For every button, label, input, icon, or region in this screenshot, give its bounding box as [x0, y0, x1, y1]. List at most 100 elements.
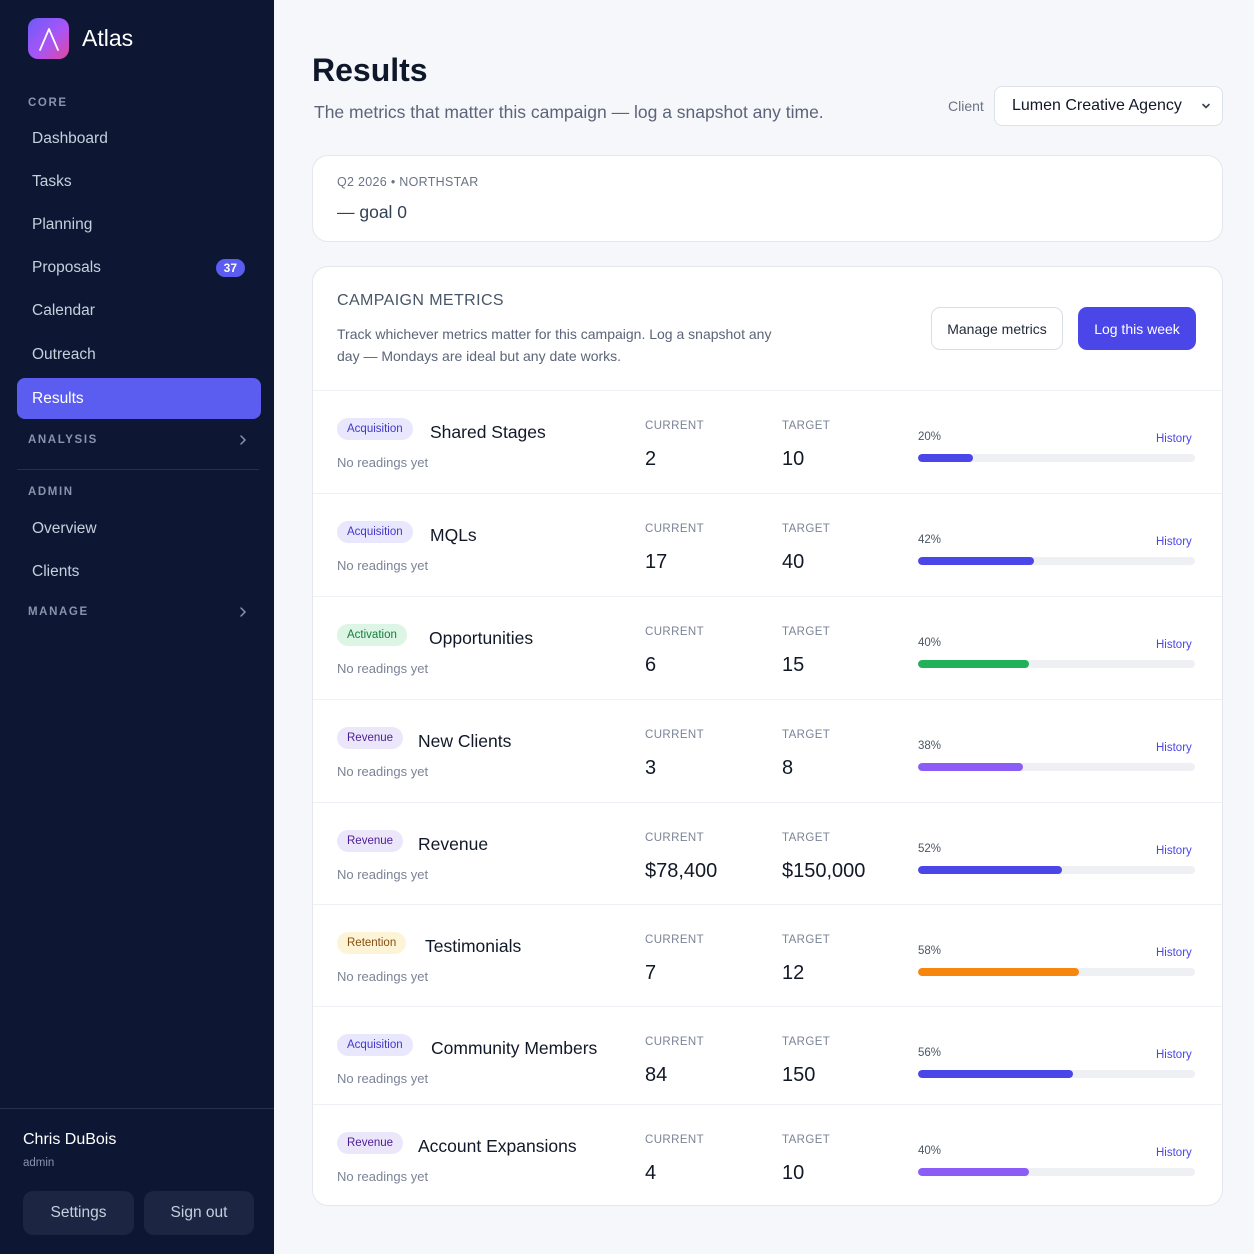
- metric-progress-fill: [918, 557, 1035, 565]
- metric-progress-track: [918, 866, 1195, 874]
- nav-label: Tasks: [32, 172, 72, 190]
- metric-readings-status: No readings yet: [337, 867, 429, 882]
- metric-target-value: 10: [782, 1162, 805, 1184]
- metric-category-tag: Activation: [337, 624, 407, 646]
- target-label: TARGET: [782, 1134, 831, 1146]
- metric-progress-percent: 38%: [918, 740, 942, 752]
- metric-target-value: 10: [782, 448, 805, 470]
- metric-progress-percent: 40%: [918, 1145, 942, 1157]
- brand[interactable]: Atlas: [28, 18, 133, 59]
- settings-button[interactable]: Settings: [23, 1191, 134, 1235]
- metric-current-value: 4: [645, 1162, 657, 1184]
- current-label: CURRENT: [645, 729, 705, 741]
- metric-current-value: 3: [645, 757, 657, 779]
- metric-progress-percent: 42%: [918, 534, 942, 546]
- chevron-right-icon: [240, 435, 247, 445]
- atlas-logo-icon: [28, 18, 69, 59]
- page-subtitle: The metrics that matter this campaign — …: [314, 102, 824, 122]
- metric-row: Acquisition Shared Stages No readings yet C…: [313, 390, 1222, 493]
- metric-name: Testimonials: [425, 936, 522, 956]
- metric-history-link[interactable]: History: [1156, 536, 1192, 548]
- campaign-metrics-description: Track whichever metrics matter for this …: [337, 326, 772, 364]
- metric-category-tag: Revenue: [337, 1132, 404, 1154]
- metric-history-link[interactable]: History: [1156, 1147, 1192, 1159]
- metric-progress-track: [918, 968, 1195, 976]
- admin-section-label: ADMIN: [28, 486, 74, 498]
- nav-label: Calendar: [32, 301, 95, 319]
- metric-history-link[interactable]: History: [1156, 1049, 1192, 1061]
- metric-row: Revenue New Clients No readings yet CURRENT…: [313, 699, 1222, 802]
- nav-label: Planning: [32, 215, 93, 233]
- current-label: CURRENT: [645, 420, 705, 432]
- nav-overview[interactable]: Overview: [17, 508, 261, 549]
- metric-readings-status: No readings yet: [337, 1071, 429, 1086]
- client-label: Client: [948, 98, 984, 114]
- manage-section-toggle[interactable]: MANAGE: [28, 606, 248, 618]
- manage-section-label: MANAGE: [28, 606, 89, 618]
- current-label: CURRENT: [645, 832, 705, 844]
- target-label: TARGET: [782, 523, 831, 535]
- sign-out-button[interactable]: Sign out: [144, 1191, 254, 1235]
- metric-target-value: 8: [782, 757, 794, 779]
- metric-progress-percent: 58%: [918, 945, 942, 957]
- metric-history-link[interactable]: History: [1156, 947, 1192, 959]
- metric-row: Retention Testimonials No readings yet CURR…: [313, 904, 1222, 1006]
- target-label: TARGET: [782, 420, 831, 432]
- log-this-week-button[interactable]: Log this week: [1078, 307, 1196, 350]
- current-label: CURRENT: [645, 626, 705, 638]
- user-panel: Chris DuBois admin Settings Sign out: [0, 1108, 274, 1254]
- metric-current-value: $78,400: [645, 860, 718, 882]
- metric-target-value: 40: [782, 551, 805, 573]
- metric-history-link[interactable]: History: [1156, 639, 1192, 651]
- metric-readings-status: No readings yet: [337, 558, 429, 573]
- nav-proposals[interactable]: Proposals 37: [17, 247, 261, 288]
- metric-history-link[interactable]: History: [1156, 433, 1192, 445]
- nav-calendar[interactable]: Calendar: [17, 290, 261, 331]
- client-select[interactable]: Lumen Creative Agency: [994, 86, 1223, 126]
- metric-progress-fill: [918, 763, 1024, 771]
- metric-progress-track: [918, 1168, 1195, 1176]
- nav-planning[interactable]: Planning: [17, 204, 261, 245]
- metric-progress-fill: [918, 454, 974, 462]
- campaign-metrics-card: CAMPAIGN METRICS Track whichever metrics…: [312, 266, 1223, 1206]
- metric-history-link[interactable]: History: [1156, 845, 1192, 857]
- page-title: Results: [312, 52, 428, 88]
- nav-tasks[interactable]: Tasks: [17, 161, 261, 202]
- metric-row: Revenue Account Expansions No readings yet…: [313, 1104, 1222, 1207]
- metric-category-tag: Retention: [337, 932, 407, 954]
- nav-dashboard[interactable]: Dashboard: [17, 118, 261, 159]
- metric-history-link[interactable]: History: [1156, 742, 1192, 754]
- metric-progress-fill: [918, 866, 1063, 874]
- metric-progress-track: [918, 1070, 1195, 1078]
- metric-progress-percent: 40%: [918, 637, 942, 649]
- northstar-card: Q2 2026 • NORTHSTAR — goal 0: [312, 155, 1223, 242]
- metric-progress-percent: 56%: [918, 1047, 942, 1059]
- nav-clients[interactable]: Clients: [17, 551, 261, 592]
- metric-category-tag: Acquisition: [337, 418, 413, 440]
- metric-progress-fill: [918, 660, 1029, 668]
- northstar-goal: — goal 0: [337, 202, 408, 222]
- nav-label: Proposals: [32, 258, 101, 276]
- target-label: TARGET: [782, 934, 831, 946]
- analysis-section-toggle[interactable]: ANALYSIS: [28, 434, 248, 446]
- nav-outreach[interactable]: Outreach: [17, 334, 261, 375]
- analysis-section-label: ANALYSIS: [28, 434, 98, 446]
- metric-name: Shared Stages: [430, 422, 546, 442]
- metric-category-tag: Revenue: [337, 727, 404, 749]
- metric-row: Revenue Revenue No readings yet CURRENT $78,…: [313, 802, 1222, 904]
- metric-row: Acquisition MQLs No readings yet CURRENT 17 T…: [313, 493, 1222, 596]
- sidebar: Atlas CORE Dashboard Tasks Planning Prop…: [0, 0, 274, 1254]
- nav-label: Clients: [32, 562, 80, 580]
- metric-readings-status: No readings yet: [337, 455, 429, 470]
- metric-readings-status: No readings yet: [337, 1169, 429, 1184]
- chevron-down-icon: [1202, 103, 1210, 109]
- chevron-right-icon: [240, 607, 247, 617]
- nav-label: Dashboard: [32, 129, 108, 147]
- manage-metrics-button[interactable]: Manage metrics: [931, 307, 1063, 350]
- nav-results[interactable]: Results: [17, 378, 261, 419]
- metric-name: Community Members: [431, 1038, 598, 1058]
- metric-row: Acquisition Community Members No readings …: [313, 1006, 1222, 1104]
- target-label: TARGET: [782, 1036, 831, 1048]
- metric-category-tag: Acquisition: [337, 521, 413, 543]
- metric-name: Account Expansions: [418, 1136, 577, 1156]
